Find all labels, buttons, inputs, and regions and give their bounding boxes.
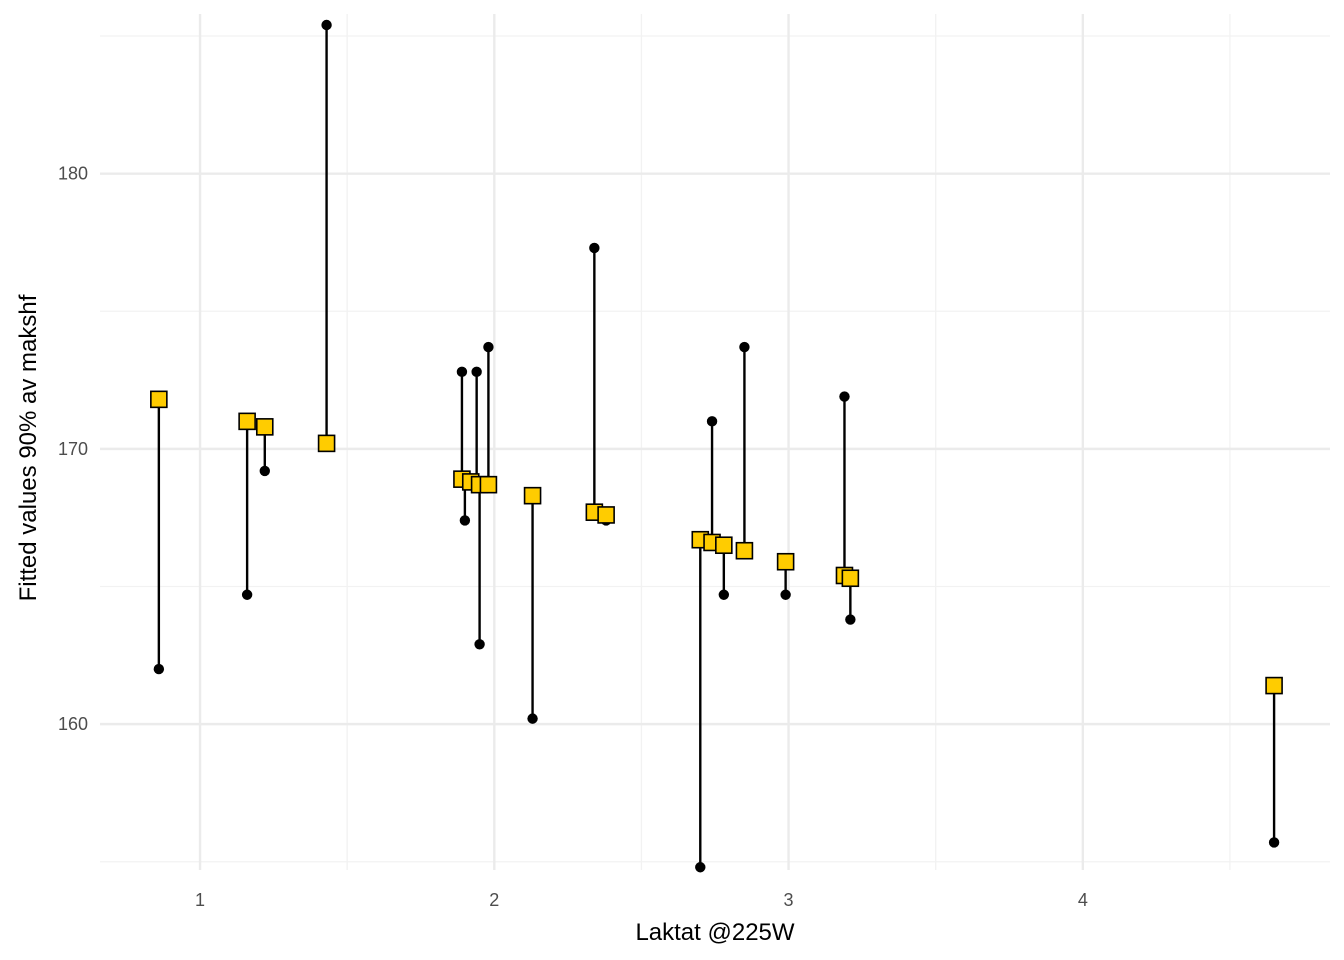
x-tick-label: 4 <box>1078 890 1088 910</box>
x-axis-title: Laktat @225W <box>635 919 794 946</box>
observed-point <box>259 465 270 477</box>
fitted-square <box>150 390 168 409</box>
observed-point <box>471 366 482 378</box>
y-tick-label: 180 <box>58 164 88 184</box>
observed-points <box>153 19 1280 873</box>
fitted-square <box>479 475 498 494</box>
observed-point <box>706 416 718 427</box>
observed-point <box>695 862 706 873</box>
fitted-square <box>735 541 754 560</box>
observed-point <box>321 19 332 31</box>
fitted-square <box>238 412 256 431</box>
observed-point <box>241 589 253 600</box>
observed-point <box>839 391 850 402</box>
fitted-square <box>255 418 274 436</box>
y-axis-title: Fitted values 90% av makshf <box>15 294 42 601</box>
x-tick-label: 2 <box>489 890 499 910</box>
grid-major <box>100 14 1330 870</box>
residual-segments <box>157 25 1276 868</box>
observed-point <box>153 663 165 675</box>
observed-point <box>780 589 791 600</box>
fitted-square <box>1265 676 1283 695</box>
grid-minor <box>100 14 1330 870</box>
observed-point <box>527 713 538 724</box>
observed-point <box>739 341 750 353</box>
fitted-square <box>715 536 733 555</box>
fitted-square <box>317 434 336 453</box>
fitted-square <box>523 486 542 505</box>
x-tick-label: 1 <box>195 890 205 910</box>
x-tick-label: 3 <box>784 890 794 910</box>
y-tick-labels: 160 170 180 <box>58 164 88 734</box>
observed-point <box>589 242 600 254</box>
observed-point <box>483 341 494 353</box>
observed-point <box>845 614 856 625</box>
observed-point <box>1268 837 1280 848</box>
fitted-points <box>150 390 1283 695</box>
x-tick-labels: 1 2 3 4 <box>195 890 1088 910</box>
observed-point <box>718 589 730 600</box>
fitted-square <box>597 506 615 524</box>
fitted-square <box>841 569 860 588</box>
y-tick-label: 160 <box>58 714 88 734</box>
observed-point <box>474 639 485 650</box>
observed-point <box>459 515 471 526</box>
y-tick-label: 170 <box>58 439 88 459</box>
observed-point <box>456 366 468 378</box>
fitted-square <box>776 552 795 571</box>
